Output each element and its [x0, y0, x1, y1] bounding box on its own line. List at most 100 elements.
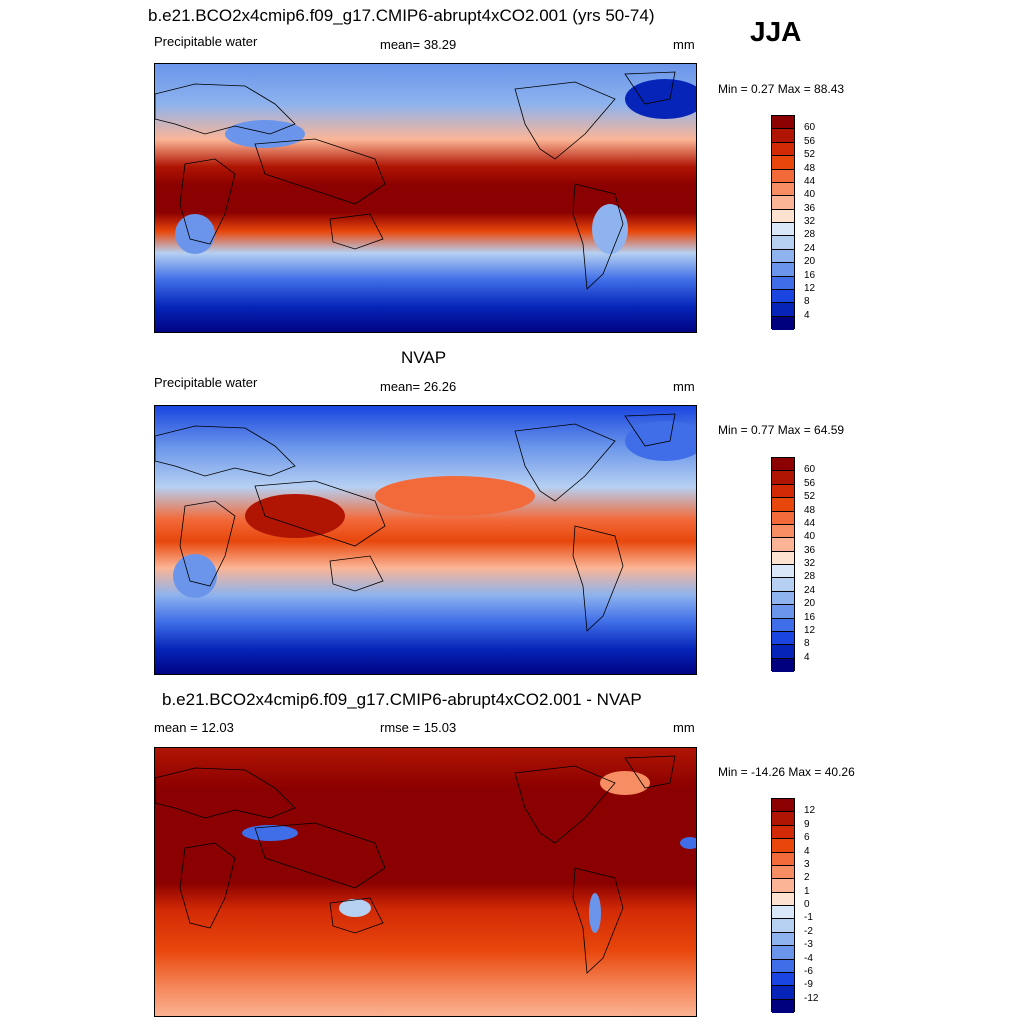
colorbar-segment: [772, 959, 794, 973]
colorbar-tick-label: 32: [804, 216, 816, 227]
colorbar-segment: [772, 458, 794, 472]
colorbar-segment: [772, 551, 794, 565]
colorbar-tick-label: 48: [804, 504, 816, 516]
colorbar-segment: [772, 182, 794, 197]
panel1-variable-label: Precipitable water: [154, 34, 258, 49]
colorbar-tick-label: 8: [804, 296, 810, 308]
colorbar-segment: [772, 618, 794, 632]
colorbar-segment: [772, 658, 794, 672]
colorbar-tick-label: 48: [804, 162, 816, 174]
colorbar-segment: [772, 209, 794, 223]
colorbar-segment: [772, 605, 794, 619]
colorbar-segment: [772, 263, 794, 277]
panel3-minmax: Min = -14.26 Max = 40.26: [718, 765, 855, 779]
colorbar-tick-label: 4: [804, 309, 810, 321]
colorbar-tick-label: -3: [804, 939, 813, 951]
colorbar-tick-label: 60: [804, 464, 816, 476]
panel2-colorbar: [771, 457, 795, 672]
colorbar-tick-label: 16: [804, 269, 816, 281]
colorbar-segment: [772, 631, 794, 646]
colorbar-tick-label: 56: [804, 135, 816, 147]
colorbar-segment: [772, 484, 794, 499]
colorbar-tick-label: 0: [804, 899, 810, 910]
colorbar-segment: [772, 946, 794, 960]
panel3-units-label: mm: [673, 720, 695, 735]
colorbar-segment: [772, 116, 794, 130]
panel1-title: b.e21.BCO2x4cmip6.f09_g17.CMIP6-abrupt4x…: [148, 6, 655, 25]
colorbar-tick-label: -6: [804, 965, 813, 977]
colorbar-segment: [772, 156, 794, 170]
colorbar-segment: [772, 249, 794, 264]
panel3-colorbar: [771, 798, 795, 1013]
colorbar-tick-label: 2: [804, 872, 810, 884]
colorbar-tick-label: -4: [804, 952, 813, 964]
colorbar-segment: [772, 289, 794, 304]
colorbar-segment: [772, 129, 794, 143]
colorbar-tick-label: 40: [804, 531, 816, 543]
colorbar-segment: [772, 906, 794, 920]
panel2-title: NVAP: [401, 348, 447, 367]
panel2-units-label: mm: [673, 379, 695, 394]
colorbar-tick-label: 28: [804, 229, 816, 241]
colorbar-segment: [772, 986, 794, 1000]
colorbar-segment: [772, 511, 794, 525]
panel1-units-label: mm: [673, 37, 695, 52]
colorbar-tick-label: 36: [804, 202, 816, 214]
colorbar-segment: [772, 799, 794, 813]
panel3-rmse-label: rmse = 15.03: [380, 720, 457, 735]
colorbar-segment: [772, 919, 794, 933]
colorbar-segment: [772, 316, 794, 330]
colorbar-tick-label: 1: [804, 885, 810, 897]
colorbar-tick-label: -9: [804, 979, 813, 991]
colorbar-tick-label: 60: [804, 122, 816, 134]
colorbar-segment: [772, 524, 794, 539]
colorbar-segment: [772, 498, 794, 512]
colorbar-tick-label: 4: [804, 651, 810, 663]
colorbar-tick-label: 8: [804, 638, 810, 650]
colorbar-tick-label: 52: [804, 491, 816, 503]
colorbar-segment: [772, 839, 794, 853]
panel2-minmax: Min = 0.77 Max = 64.59: [718, 423, 845, 437]
colorbar-tick-label: 12: [804, 624, 816, 636]
colorbar-tick-label: -1: [804, 912, 813, 924]
colorbar-segment: [772, 196, 794, 210]
colorbar-tick-label: 32: [804, 558, 816, 569]
colorbar-tick-label: 9: [804, 818, 810, 830]
colorbar-segment: [772, 538, 794, 552]
colorbar-segment: [772, 591, 794, 606]
colorbar-segment: [772, 142, 794, 157]
colorbar-tick-label: 24: [804, 242, 816, 254]
colorbar-segment: [772, 471, 794, 485]
colorbar-tick-label: -2: [804, 925, 813, 937]
colorbar-segment: [772, 892, 794, 906]
colorbar-segment: [772, 223, 794, 237]
season-label: JJA: [750, 16, 802, 47]
colorbar-tick-label: 6: [804, 832, 810, 844]
colorbar-tick-label: 56: [804, 477, 816, 489]
colorbar-segment: [772, 645, 794, 659]
colorbar-segment: [772, 236, 794, 250]
colorbar-tick-label: 3: [804, 858, 810, 870]
colorbar-tick-label: 44: [804, 517, 816, 529]
colorbar-segment: [772, 972, 794, 987]
panel3-map: [154, 747, 697, 1017]
colorbar-tick-label: 12: [804, 805, 816, 817]
panel2-mean-label: mean= 26.26: [380, 379, 457, 394]
colorbar-segment: [772, 999, 794, 1013]
panel2-map: [154, 405, 697, 675]
panel1-colorbar: [771, 115, 795, 330]
colorbar-tick-label: 24: [804, 584, 816, 596]
colorbar-tick-label: 4: [804, 845, 810, 857]
colorbar-segment: [772, 865, 794, 880]
panel3-mean-label: mean = 12.03: [154, 720, 234, 735]
colorbar-tick-label: 40: [804, 189, 816, 201]
colorbar-segment: [772, 825, 794, 840]
colorbar-tick-label: 52: [804, 149, 816, 161]
panel1-minmax: Min = 0.27 Max = 88.43: [718, 82, 845, 96]
colorbar-segment: [772, 852, 794, 866]
colorbar-segment: [772, 565, 794, 579]
colorbar-tick-label: 44: [804, 175, 816, 187]
colorbar-tick-label: 20: [804, 256, 816, 268]
colorbar-segment: [772, 932, 794, 947]
colorbar-segment: [772, 276, 794, 290]
